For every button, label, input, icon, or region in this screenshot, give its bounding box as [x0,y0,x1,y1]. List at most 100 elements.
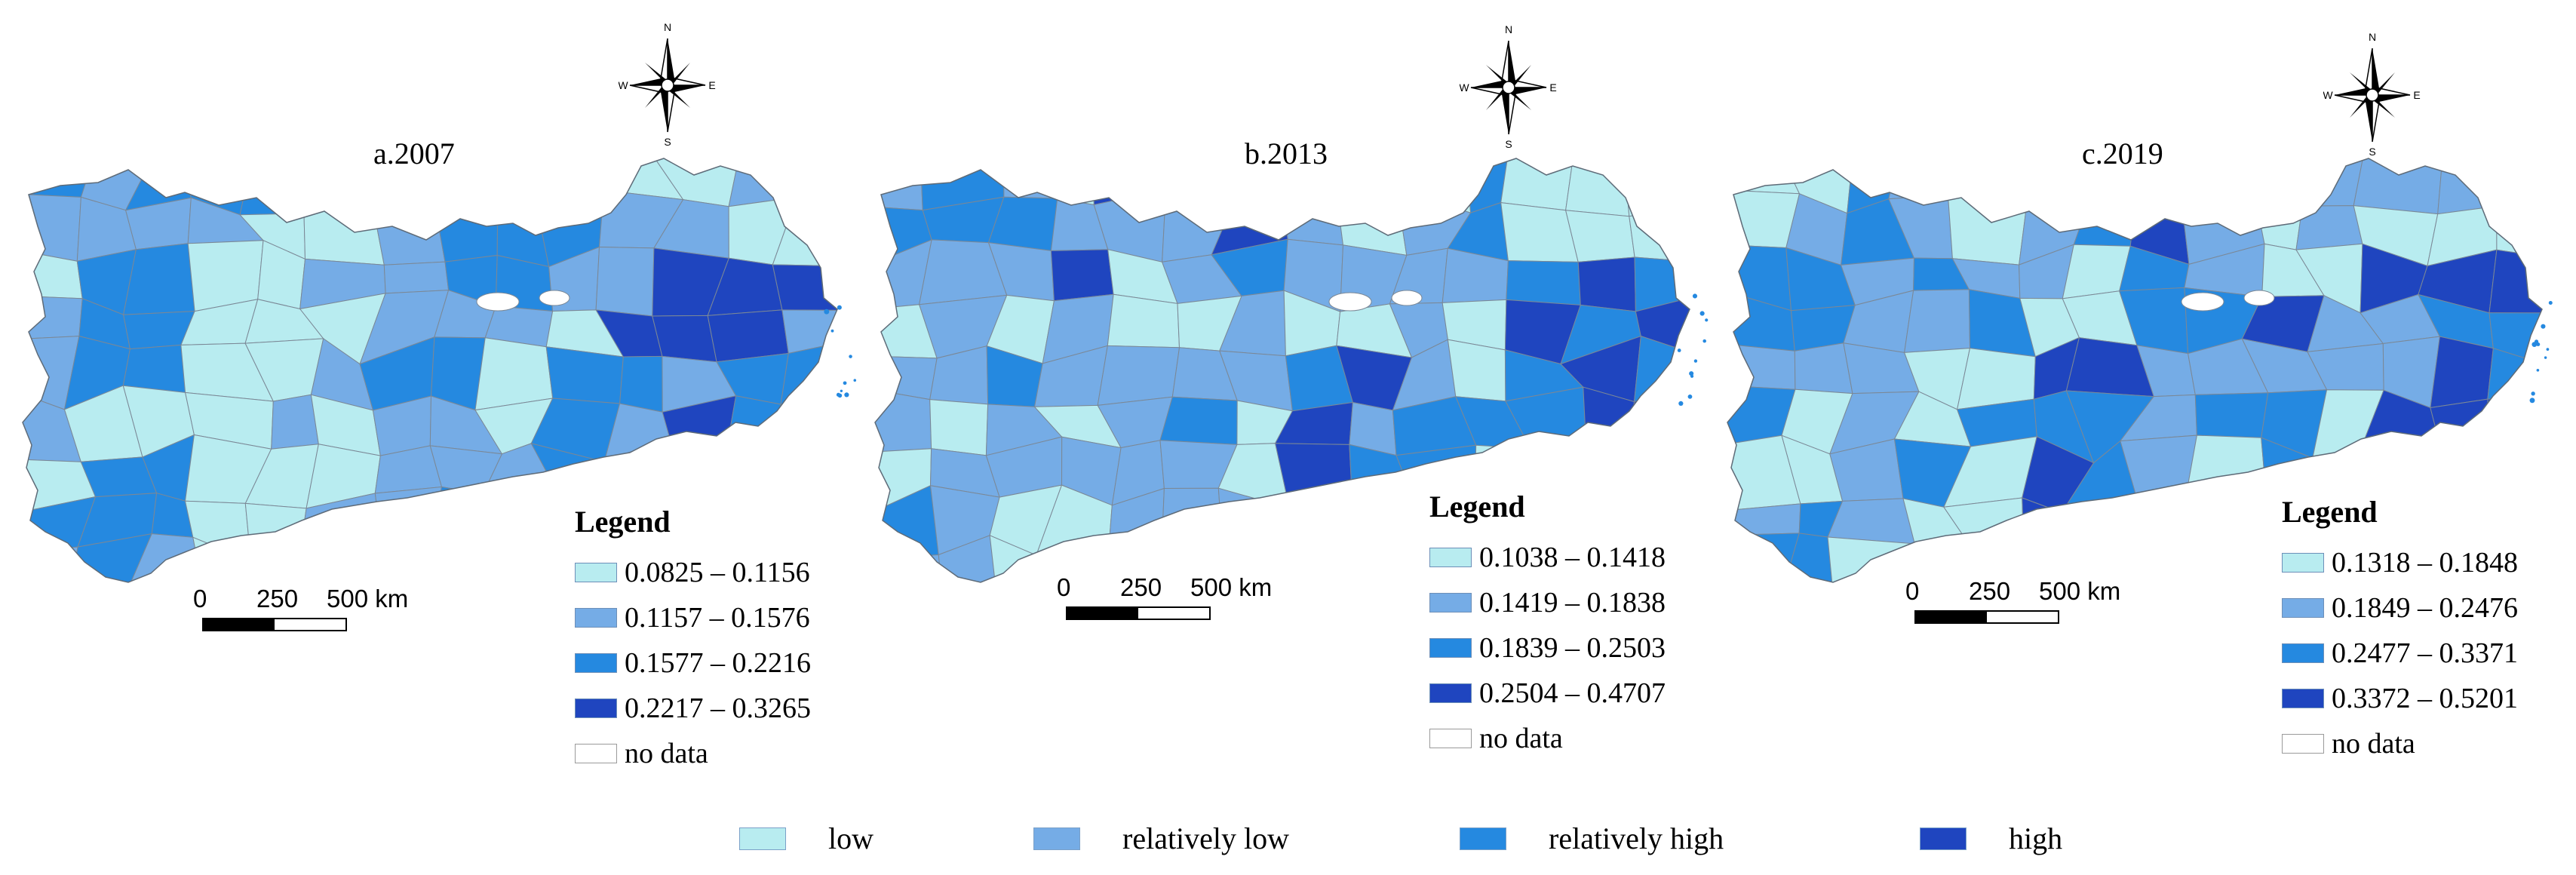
map-region [1629,206,1690,262]
map-region [1947,194,2029,266]
scale-bar: 0 250 500 km [1057,573,1272,620]
map-region [2496,205,2542,258]
level-label: relatively low [1122,821,1290,855]
legend-class-label: 0.2217 – 0.3265 [625,692,811,724]
island [1693,359,1698,363]
level-high: high [1920,821,2062,856]
map-region [875,158,923,211]
compass-n: N [1505,23,1512,35]
legend-swatch [575,653,617,673]
map-region [370,194,446,266]
map-region [1333,547,1387,582]
island [824,309,830,315]
map-region [1634,256,1690,312]
legend-no-data-label: no data [2332,728,2415,760]
map-region [1395,158,1472,213]
island [843,381,847,385]
compass-w: W [1460,81,1469,94]
scale-label-0: 0 [1905,577,1920,605]
map-legend: Legend 0.0825 – 0.1156 0.1157 – 0.1576 0… [575,504,811,776]
map-region [383,261,450,294]
island [2546,348,2550,351]
legend-swatch-no-data [2282,734,2324,754]
legend-class-label: 0.1419 – 0.1838 [1479,587,1666,619]
level-label: high [2009,821,2063,855]
map-region [1623,158,1690,217]
island [2534,339,2539,344]
map-region [1888,158,1970,200]
level-swatch [1460,827,1506,850]
map-region [707,309,789,363]
legend-row: 0.1419 – 0.1838 [1429,580,1666,625]
island [1687,395,1693,399]
map-legend: Legend 0.1038 – 0.1418 0.1419 – 0.1838 0… [1429,489,1666,761]
map-region [662,437,729,497]
coastline-islands [2529,300,2553,404]
map-region [481,537,556,582]
island [2541,324,2546,329]
map-region [1727,244,1792,312]
map-region [23,296,83,339]
map-region [2022,158,2092,195]
map-region [619,355,663,413]
map-region [1057,158,1095,206]
map-region [1727,533,1800,582]
map-region [424,537,484,582]
island [1702,339,1706,343]
map-region [1092,158,1167,206]
scale-label-500: 500 km [327,585,409,612]
no-data-region [2243,290,2275,306]
island [840,389,843,393]
map-region [595,246,655,317]
island [2536,368,2540,372]
map-region [1500,158,1574,211]
level-label: relatively high [1549,821,1724,855]
map-region [875,355,938,401]
map-region [244,502,307,562]
scale-label-500: 500 km [1190,573,1273,601]
map-outline [874,158,1690,583]
map-region [433,198,499,262]
compass-rose: N S E W [2323,31,2420,158]
legend-row: 0.1839 – 0.2503 [1429,625,1666,671]
map-region [122,344,186,393]
map-region [1564,210,1635,262]
map-region [1947,158,2029,195]
legend-class-label: 0.1839 – 0.2503 [1479,632,1666,664]
level-swatch [1920,827,1967,850]
no-data-region [476,292,520,312]
compass-e: E [1549,81,1556,94]
legend-swatch [2282,643,2324,663]
island [837,393,843,398]
compass-s: S [2369,146,2375,157]
map-region [2022,497,2062,560]
map-region [769,404,837,449]
coastline-islands [824,305,857,398]
panel-title: a.2007 [373,137,455,170]
map-region [2488,249,2542,314]
map-region [929,399,989,456]
map-region [2476,448,2542,499]
compass-w: W [619,79,628,91]
map-region [778,158,837,201]
legend-row: 0.2477 – 0.3371 [2282,631,2518,676]
map-region [2124,539,2190,582]
map-region [1332,158,1403,218]
legend-swatch [1429,548,1472,567]
map-region [728,395,781,449]
map-region [2487,348,2542,400]
legend-no-data-label: no data [1479,723,1563,754]
map-region [769,441,837,513]
legend-class-label: 0.2504 – 0.4707 [1479,677,1666,709]
scale-label-0: 0 [193,585,207,612]
map-region [1506,260,1581,305]
legend-swatch [1429,638,1472,658]
island [1705,318,1709,322]
level-swatch [1033,827,1080,850]
legend-swatch [2282,553,2324,573]
map-panel-2013: b.2013 N S E W 0 250 500 km Legend 0.1038 –… [867,0,1720,754]
legend-row: 0.3372 – 0.5201 [2282,676,2518,721]
map-region [2298,158,2365,207]
island [1678,401,1684,406]
map-region [1633,335,1690,403]
